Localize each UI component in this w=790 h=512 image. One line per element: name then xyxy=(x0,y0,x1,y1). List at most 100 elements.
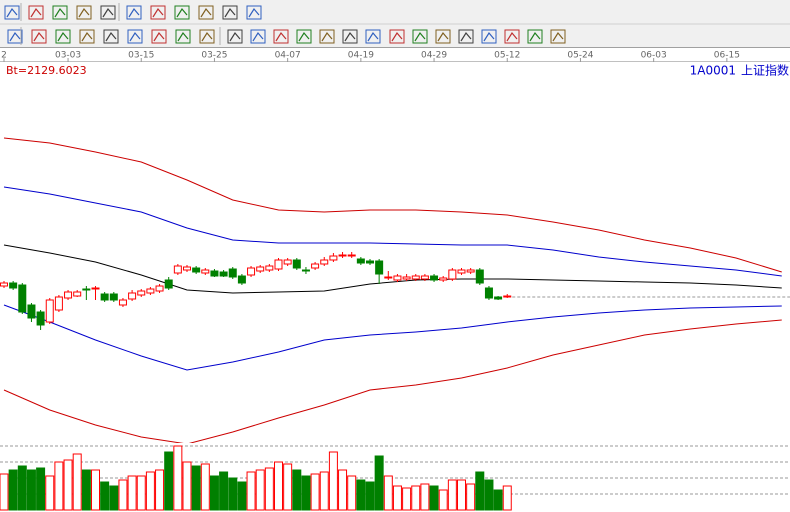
toolbar-button[interactable] xyxy=(550,29,566,44)
button-icon[interactable] xyxy=(246,5,262,20)
toolbar-button[interactable] xyxy=(412,29,428,44)
toolbar-button[interactable] xyxy=(389,29,405,44)
button-icon[interactable] xyxy=(55,29,71,44)
button-glyph[interactable] xyxy=(298,31,310,42)
button-icon[interactable] xyxy=(126,5,142,20)
toolbar-button[interactable] xyxy=(151,29,167,44)
button-icon[interactable] xyxy=(31,29,47,44)
button-glyph[interactable] xyxy=(81,31,93,42)
button-glyph[interactable] xyxy=(252,31,264,42)
button-icon[interactable] xyxy=(150,5,166,20)
button-icon[interactable] xyxy=(365,29,381,44)
button-icon[interactable] xyxy=(4,5,20,20)
toolbar-button[interactable] xyxy=(365,29,381,44)
button-glyph[interactable] xyxy=(128,7,140,18)
toolbar-button[interactable] xyxy=(103,29,119,44)
button-glyph[interactable] xyxy=(321,31,333,42)
button-icon[interactable] xyxy=(103,29,119,44)
button-glyph[interactable] xyxy=(102,7,114,18)
button-icon[interactable] xyxy=(412,29,428,44)
toolbar-button[interactable] xyxy=(55,29,71,44)
button-icon[interactable] xyxy=(151,29,167,44)
toolbar-button[interactable] xyxy=(273,29,289,44)
button-glyph[interactable] xyxy=(229,31,241,42)
button-glyph[interactable] xyxy=(529,31,541,42)
toolbar-button[interactable] xyxy=(31,29,47,44)
toolbar-button[interactable] xyxy=(296,29,312,44)
toolbar-button[interactable] xyxy=(76,5,92,20)
toolbar-button[interactable] xyxy=(250,29,266,44)
button-glyph[interactable] xyxy=(248,7,260,18)
button-glyph[interactable] xyxy=(552,31,564,42)
toolbar-button[interactable] xyxy=(52,5,68,20)
button-icon[interactable] xyxy=(52,5,68,20)
button-icon[interactable] xyxy=(342,29,358,44)
button-icon[interactable] xyxy=(127,29,143,44)
toolbar-button[interactable] xyxy=(199,29,215,44)
toolbar-button[interactable] xyxy=(7,29,23,44)
button-icon[interactable] xyxy=(175,29,191,44)
button-icon[interactable] xyxy=(222,5,238,20)
button-glyph[interactable] xyxy=(275,31,287,42)
button-glyph[interactable] xyxy=(9,31,21,42)
toolbar-button[interactable] xyxy=(458,29,474,44)
toolbar-button[interactable] xyxy=(28,5,44,20)
toolbar-button[interactable] xyxy=(126,5,142,20)
toolbar-button[interactable] xyxy=(222,5,238,20)
button-icon[interactable] xyxy=(458,29,474,44)
toolbar-button[interactable] xyxy=(127,29,143,44)
button-glyph[interactable] xyxy=(460,31,472,42)
button-icon[interactable] xyxy=(100,5,116,20)
button-icon[interactable] xyxy=(250,29,266,44)
button-glyph[interactable] xyxy=(391,31,403,42)
toolbar-button[interactable] xyxy=(79,29,95,44)
button-glyph[interactable] xyxy=(200,7,212,18)
button-glyph[interactable] xyxy=(153,31,165,42)
toolbar-button[interactable] xyxy=(227,29,243,44)
button-icon[interactable] xyxy=(28,5,44,20)
button-glyph[interactable] xyxy=(6,7,18,18)
toolbar-button[interactable] xyxy=(481,29,497,44)
button-icon[interactable] xyxy=(76,5,92,20)
button-glyph[interactable] xyxy=(367,31,379,42)
toolbar-button[interactable] xyxy=(150,5,166,20)
toolbar-button[interactable] xyxy=(246,5,262,20)
button-glyph[interactable] xyxy=(105,31,117,42)
toolbar-button[interactable] xyxy=(504,29,520,44)
toolbar-button[interactable] xyxy=(527,29,543,44)
button-glyph[interactable] xyxy=(224,7,236,18)
toolbar-button[interactable] xyxy=(435,29,451,44)
button-glyph[interactable] xyxy=(54,7,66,18)
button-icon[interactable] xyxy=(79,29,95,44)
button-glyph[interactable] xyxy=(483,31,495,42)
button-icon[interactable] xyxy=(550,29,566,44)
toolbar-button[interactable] xyxy=(4,5,20,20)
button-glyph[interactable] xyxy=(33,31,45,42)
button-icon[interactable] xyxy=(527,29,543,44)
button-glyph[interactable] xyxy=(437,31,449,42)
button-icon[interactable] xyxy=(174,5,190,20)
button-icon[interactable] xyxy=(7,29,23,44)
button-glyph[interactable] xyxy=(177,31,189,42)
toolbar-button[interactable] xyxy=(319,29,335,44)
button-icon[interactable] xyxy=(481,29,497,44)
button-glyph[interactable] xyxy=(57,31,69,42)
button-icon[interactable] xyxy=(389,29,405,44)
button-glyph[interactable] xyxy=(201,31,213,42)
toolbar-button[interactable] xyxy=(100,5,116,20)
toolbar-button[interactable] xyxy=(198,5,214,20)
toolbar-button[interactable] xyxy=(342,29,358,44)
button-icon[interactable] xyxy=(296,29,312,44)
button-glyph[interactable] xyxy=(152,7,164,18)
button-icon[interactable] xyxy=(199,29,215,44)
button-glyph[interactable] xyxy=(176,7,188,18)
button-icon[interactable] xyxy=(198,5,214,20)
button-icon[interactable] xyxy=(435,29,451,44)
toolbar-button[interactable] xyxy=(175,29,191,44)
button-glyph[interactable] xyxy=(129,31,141,42)
button-icon[interactable] xyxy=(319,29,335,44)
button-icon[interactable] xyxy=(273,29,289,44)
button-icon[interactable] xyxy=(227,29,243,44)
toolbar-button[interactable] xyxy=(174,5,190,20)
button-glyph[interactable] xyxy=(30,7,42,18)
